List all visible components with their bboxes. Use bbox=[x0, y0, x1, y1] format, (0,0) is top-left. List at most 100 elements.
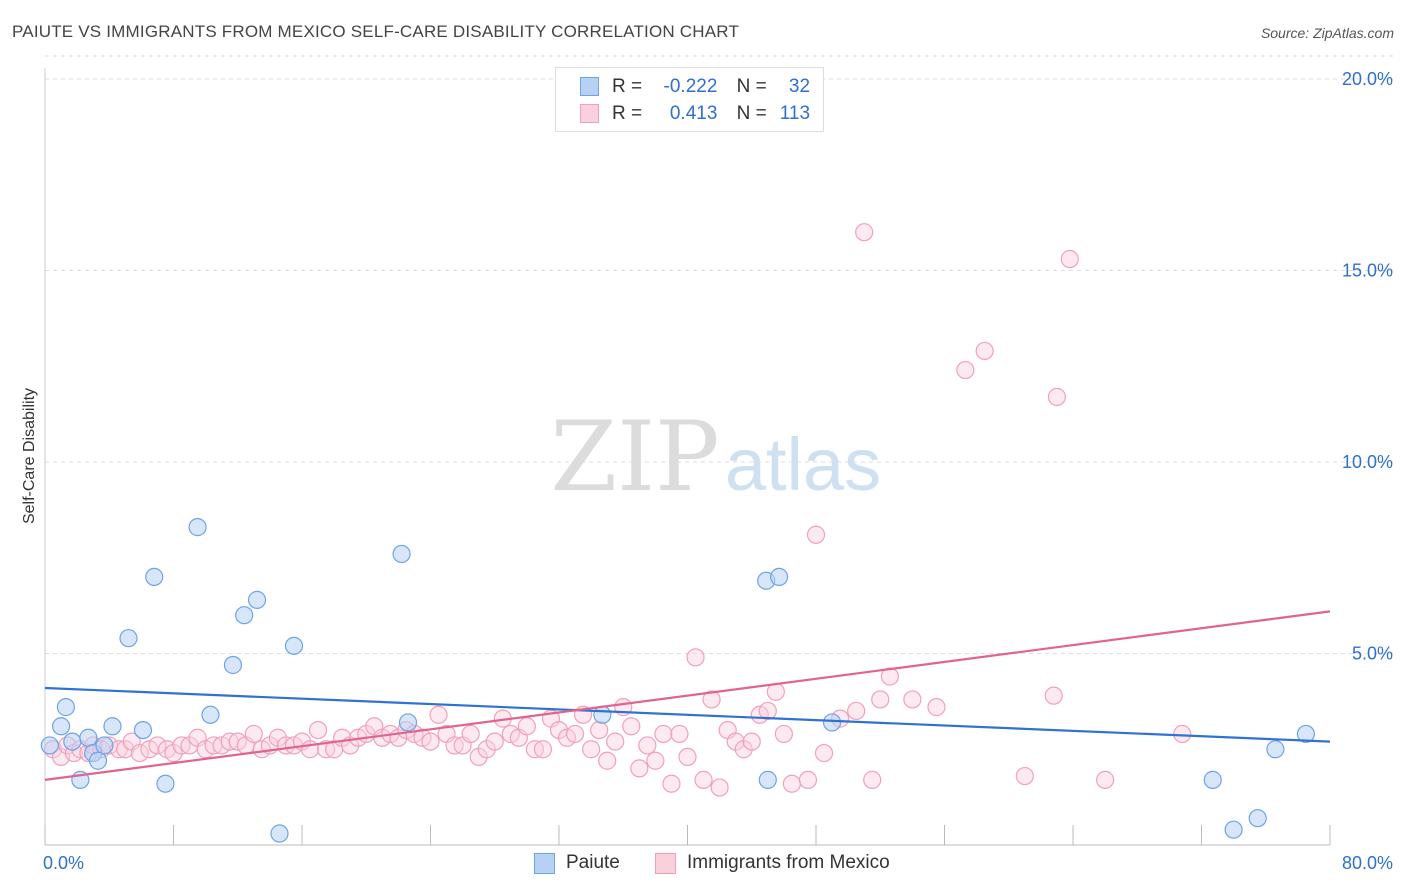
mexico-point bbox=[798, 770, 818, 789]
mexico-point bbox=[956, 360, 975, 380]
mexico-point bbox=[590, 720, 609, 740]
mexico-point bbox=[517, 717, 536, 736]
y-tick-label: 5.0% bbox=[1352, 644, 1393, 664]
legend-text-paiute: R = -0.222 N = 32 bbox=[612, 76, 810, 98]
legend-n-value: 113 bbox=[779, 103, 811, 124]
paiute-point bbox=[1203, 770, 1222, 789]
legend-r-label: R = bbox=[612, 103, 643, 124]
paiute-point bbox=[270, 824, 289, 843]
data-points bbox=[40, 223, 1316, 843]
source-label: Source: ZipAtlas.com bbox=[1260, 25, 1394, 41]
mexico-point bbox=[148, 736, 167, 755]
paiute-point bbox=[119, 629, 138, 648]
mexico-point bbox=[598, 751, 617, 770]
mexico-point bbox=[782, 774, 802, 793]
legend-n-label: N = bbox=[736, 103, 767, 124]
axes bbox=[44, 68, 1331, 846]
paiute-point bbox=[56, 698, 75, 717]
mexico-point bbox=[742, 732, 761, 751]
paiute-point bbox=[398, 713, 418, 732]
paiute-point bbox=[1248, 809, 1267, 828]
mexico-point bbox=[871, 690, 890, 709]
paiute-point bbox=[79, 728, 98, 747]
mexico-point bbox=[461, 724, 480, 744]
legend-n-value: 32 bbox=[788, 76, 811, 97]
mexico-point bbox=[582, 740, 601, 759]
paiute-point bbox=[188, 518, 207, 537]
mexico-point bbox=[903, 690, 922, 709]
mexico-point bbox=[847, 701, 866, 721]
mexico-point bbox=[806, 525, 826, 544]
mexico-point bbox=[638, 736, 657, 755]
mexico-point bbox=[694, 770, 713, 789]
y-tick-label: 20.0% bbox=[1342, 69, 1393, 89]
paiute-point bbox=[284, 636, 304, 655]
paiute-point bbox=[133, 720, 153, 740]
paiute-point bbox=[1266, 740, 1285, 759]
mexico-point bbox=[1060, 249, 1079, 269]
mexico-point bbox=[1044, 686, 1063, 705]
mexico-point bbox=[702, 690, 721, 709]
x-tick-label: 80.0% bbox=[1342, 853, 1393, 873]
mexico-point bbox=[1015, 766, 1034, 786]
mexico-trend-line bbox=[44, 610, 1331, 781]
paiute-point bbox=[758, 770, 777, 789]
mexico-point bbox=[855, 223, 874, 242]
mexico-point bbox=[606, 732, 625, 751]
paiute-point bbox=[40, 736, 59, 755]
paiute-swatch bbox=[580, 77, 599, 96]
paiute-point bbox=[145, 567, 164, 587]
mexico-point bbox=[814, 743, 834, 763]
axis-labels: 5.0% 10.0% 15.0% 20.0% 0.0% 80.0% Self-Care Di… bbox=[21, 69, 1393, 873]
mexico-swatch bbox=[655, 853, 676, 874]
trend-lines bbox=[44, 610, 1331, 781]
mexico-point bbox=[1173, 724, 1192, 744]
paiute-point bbox=[235, 606, 254, 625]
y-axis-label: Self-Care Disability bbox=[21, 388, 38, 524]
paiute-point bbox=[247, 590, 267, 609]
legend-r-value: 0.413 bbox=[669, 103, 718, 124]
mexico-point bbox=[244, 724, 263, 744]
paiute-swatch bbox=[534, 853, 555, 874]
mexico-point bbox=[654, 724, 673, 744]
mexico-point bbox=[1047, 387, 1067, 406]
mexico-point bbox=[678, 747, 697, 767]
mexico-point bbox=[863, 770, 882, 789]
grid-lines bbox=[45, 55, 1395, 654]
paiute-point bbox=[88, 751, 108, 770]
mexico-point bbox=[927, 698, 946, 717]
paiute-point bbox=[156, 774, 175, 793]
mexico-point bbox=[485, 732, 504, 751]
chart-title: PAIUTE VS IMMIGRANTS FROM MEXICO SELF-CA… bbox=[12, 22, 740, 41]
mexico-point bbox=[622, 717, 641, 736]
mexico-point bbox=[686, 648, 705, 667]
mexico-point bbox=[1096, 770, 1115, 789]
mexico-point bbox=[662, 774, 681, 793]
watermark-atlas: atlas bbox=[725, 423, 881, 506]
mexico-point bbox=[533, 740, 553, 759]
paiute-point bbox=[769, 567, 789, 587]
legend-r-value: -0.222 bbox=[663, 76, 718, 97]
paiute-point bbox=[392, 544, 411, 564]
mexico-point bbox=[975, 341, 994, 361]
mexico-point bbox=[774, 724, 793, 744]
paiute-trend-line bbox=[44, 686, 1331, 743]
y-tick-label: 15.0% bbox=[1342, 261, 1393, 281]
bottom-legend-label-mexico: Immigrants from Mexico bbox=[687, 852, 890, 873]
mexico-point bbox=[130, 743, 149, 763]
mexico-point bbox=[308, 720, 328, 740]
mexico-point bbox=[421, 732, 440, 751]
legend-text-mexico: R = 0.413 N = 113 bbox=[612, 103, 810, 125]
mexico-swatch bbox=[580, 104, 599, 123]
mexico-point bbox=[565, 724, 585, 744]
mexico-point bbox=[670, 724, 689, 744]
paiute-point bbox=[95, 736, 114, 755]
watermark-zip: ZIP bbox=[550, 401, 719, 513]
paiute-point bbox=[822, 713, 842, 732]
mexico-point bbox=[758, 701, 777, 721]
y-tick-label: 10.0% bbox=[1342, 452, 1393, 472]
paiute-point bbox=[1296, 724, 1316, 744]
bottom-legend-label-paiute: Paiute bbox=[566, 852, 620, 873]
paiute-point bbox=[201, 705, 220, 724]
